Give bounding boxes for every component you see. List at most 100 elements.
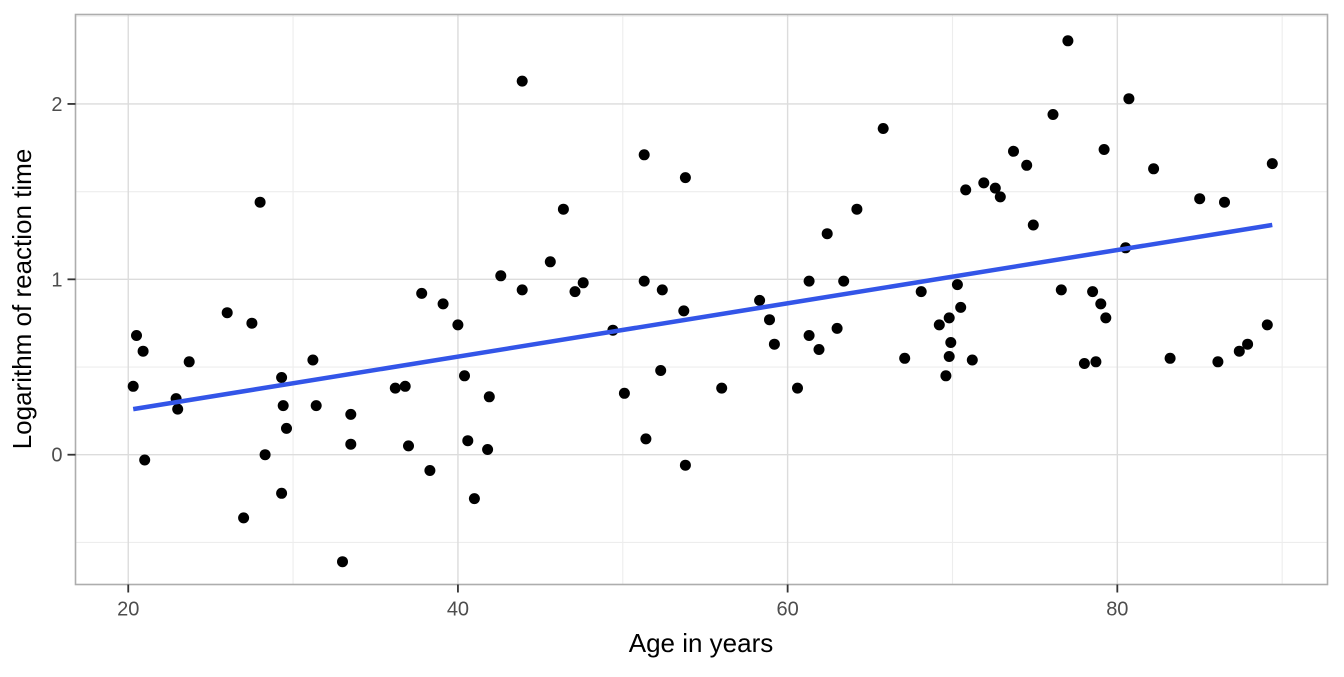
data-point [803, 330, 815, 341]
data-point [337, 556, 348, 568]
data-point [994, 191, 1006, 203]
data-point [792, 382, 803, 394]
data-point [1242, 338, 1254, 350]
data-point [1062, 35, 1074, 47]
data-point [655, 365, 667, 376]
data-point [1027, 219, 1039, 231]
data-point [1047, 109, 1059, 120]
data-point [764, 314, 775, 326]
data-point [1090, 356, 1102, 368]
data-point [656, 284, 668, 296]
data-point [139, 454, 151, 466]
data-point [246, 317, 258, 329]
data-point [960, 184, 972, 196]
data-point [1100, 312, 1112, 324]
x-tick-label: 80 [1106, 599, 1128, 621]
panel-border [74, 13, 1329, 586]
data-point [569, 286, 581, 298]
data-point [678, 305, 690, 317]
data-point [459, 370, 470, 382]
data-point [1055, 284, 1067, 296]
axis-tick-labels: 20 40 60 80 0 1 2 [51, 94, 1128, 621]
data-point [281, 422, 292, 434]
data-point [495, 270, 507, 282]
data-point [259, 449, 271, 461]
data-point [468, 493, 480, 505]
data-point [638, 275, 650, 287]
x-tick-label: 20 [117, 599, 139, 621]
data-point [716, 382, 728, 394]
data-point [345, 408, 357, 420]
y-tick-label: 1 [51, 269, 62, 291]
data-point [399, 380, 411, 392]
regression-line-layer [132, 222, 1273, 412]
data-point [131, 330, 142, 341]
data-point [989, 182, 1001, 194]
data-point [462, 435, 474, 447]
data-point [1123, 93, 1135, 105]
data-point [307, 354, 319, 366]
data-point [1095, 298, 1107, 310]
data-point [557, 203, 569, 215]
data-point [899, 352, 911, 364]
data-point [516, 75, 528, 87]
data-point [1233, 345, 1245, 357]
data-point [679, 172, 691, 184]
data-point [1266, 158, 1278, 170]
y-tick-label: 0 [51, 445, 62, 467]
regression-line [132, 222, 1273, 412]
data-point [482, 444, 494, 455]
data-point [416, 287, 428, 299]
data-point [544, 256, 556, 268]
data-point [345, 438, 357, 450]
data-point [452, 319, 464, 331]
x-tick-label: 40 [447, 599, 469, 621]
data-point [1008, 145, 1019, 157]
data-point [1219, 196, 1230, 208]
data-point [1194, 193, 1206, 205]
data-point [966, 354, 978, 366]
data-point [183, 356, 195, 368]
data-point [172, 403, 184, 415]
data-point [137, 345, 149, 357]
data-point [638, 149, 650, 161]
data-point [813, 344, 825, 355]
data-point [945, 337, 957, 348]
data-point [768, 338, 780, 350]
data-point [483, 391, 495, 403]
data-point [403, 440, 414, 452]
data-point [516, 284, 528, 296]
data-point [238, 512, 250, 524]
data-point [955, 301, 967, 313]
data-point [679, 459, 691, 471]
data-point [389, 382, 401, 394]
data-points-layer [127, 35, 1278, 568]
data-point [310, 400, 322, 412]
data-point [951, 279, 963, 291]
x-tick-label: 60 [777, 599, 799, 621]
data-point [943, 312, 955, 324]
data-point [831, 322, 843, 334]
data-point [877, 123, 889, 134]
data-point [1021, 159, 1033, 171]
data-point [437, 298, 449, 310]
data-point [640, 433, 652, 445]
data-point [127, 380, 139, 392]
data-point [1164, 352, 1176, 364]
data-point [943, 351, 955, 362]
data-point [1212, 356, 1224, 368]
data-point [254, 196, 266, 208]
grid-minor-lines [75, 14, 1328, 585]
data-point [933, 319, 945, 331]
data-point [424, 465, 436, 476]
grid-major-lines [75, 14, 1328, 585]
data-point [851, 203, 863, 215]
x-axis-title: Age in years [629, 628, 774, 658]
y-axis-title: Logarithm of reaction time [7, 149, 37, 450]
data-point [978, 177, 990, 189]
data-point [838, 275, 850, 287]
data-point [915, 286, 927, 298]
y-tick-label: 2 [51, 94, 62, 116]
